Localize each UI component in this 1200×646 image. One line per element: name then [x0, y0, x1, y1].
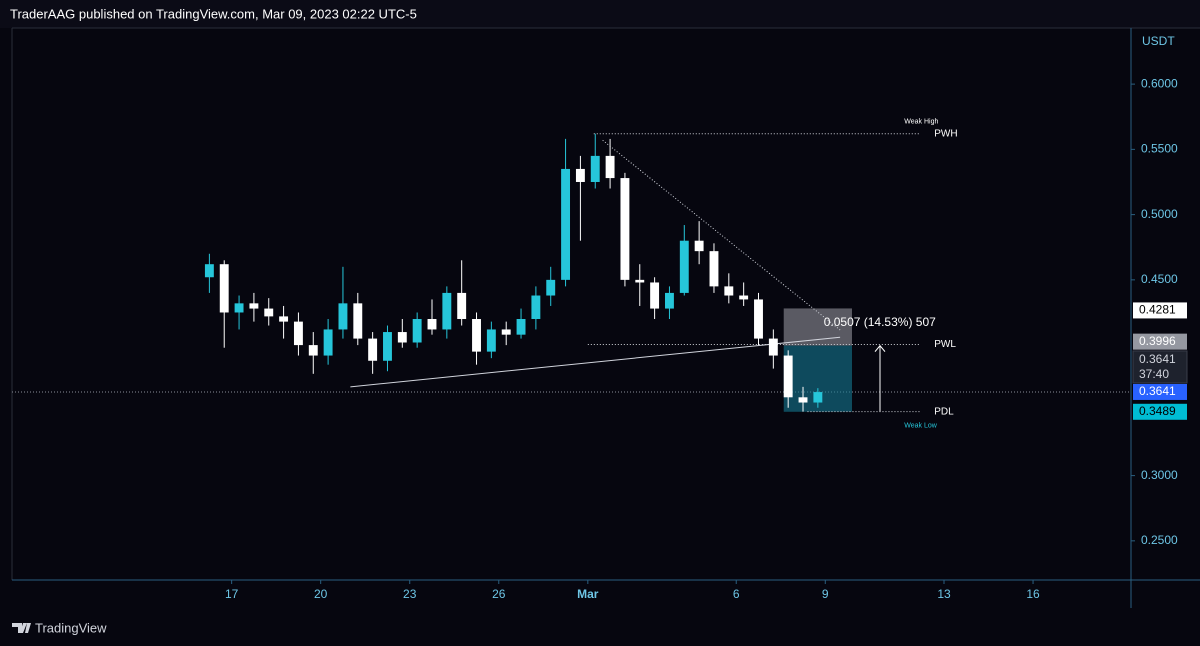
- footer: TradingView: [35, 620, 107, 635]
- price-label: 0.3641: [1139, 352, 1176, 366]
- candle-body: [219, 264, 229, 313]
- price-label: 0.3641: [1139, 384, 1176, 398]
- candle-body: [694, 240, 704, 252]
- candle-body: [561, 168, 571, 280]
- trendline: [350, 336, 841, 388]
- price-label-box: [1133, 333, 1187, 350]
- candle-body: [338, 303, 348, 330]
- candle-body: [724, 286, 734, 296]
- y-tick-label: 0.4500: [1141, 272, 1178, 286]
- candle-body: [264, 308, 274, 317]
- y-tick-label: 0.2500: [1141, 533, 1178, 547]
- measure-arrow-head: [874, 344, 886, 352]
- price-label-box: [1133, 383, 1187, 400]
- candle-body: [353, 303, 363, 339]
- candle-body: [442, 292, 452, 330]
- footer-logo: [12, 623, 31, 633]
- x-tick-label: 6: [733, 587, 740, 601]
- candle-body: [798, 397, 808, 403]
- candle-body: [204, 264, 214, 278]
- candle-body: [754, 299, 763, 339]
- candle-body: [308, 345, 318, 356]
- x-tick-label: 13: [937, 587, 951, 601]
- candle-body: [739, 295, 749, 300]
- x-tick-label: Mar: [577, 587, 599, 601]
- price-label: 0.3996: [1139, 334, 1176, 348]
- candle-body: [323, 329, 333, 356]
- y-tick-label: 0.3000: [1141, 468, 1178, 482]
- level-note: Weak High: [904, 119, 938, 126]
- candle-body: [650, 282, 660, 309]
- candle-body: [768, 338, 778, 356]
- x-tick-label: 26: [492, 587, 506, 601]
- price-countdown: 37:40: [1139, 367, 1169, 381]
- price-label-box: [1133, 403, 1187, 420]
- candle-body: [679, 240, 689, 293]
- price-label-box: [1132, 350, 1188, 384]
- candle-body: [486, 329, 496, 352]
- candle-body: [368, 338, 378, 361]
- candle-body: [531, 295, 541, 320]
- candle-body: [427, 319, 437, 330]
- header-bar: [0, 0, 1200, 28]
- candle-body: [249, 303, 259, 309]
- price-label-box: [1133, 302, 1187, 319]
- currency: USDT: [1142, 34, 1175, 48]
- level-label: PDL: [934, 406, 954, 417]
- header: TraderAAG published on TradingView.com, …: [10, 6, 417, 21]
- candle-body: [234, 303, 244, 313]
- y-tick-label: 0.5000: [1141, 207, 1178, 221]
- x-tick-label: 23: [403, 587, 417, 601]
- measure-label: 0.0507 (14.53%) 507: [824, 315, 936, 329]
- candle-body: [383, 332, 392, 361]
- price-label: 0.4281: [1139, 303, 1176, 317]
- level-label: PWL: [934, 339, 956, 350]
- candle-body: [457, 292, 467, 320]
- candle-body: [412, 319, 422, 343]
- candle-body: [605, 155, 615, 179]
- level-note: Weak Low: [904, 423, 937, 430]
- candle-body: [783, 355, 793, 398]
- candle-body: [664, 292, 674, 309]
- x-tick-label: 9: [822, 587, 829, 601]
- candle-body: [279, 316, 289, 322]
- y-tick-label: 0.6000: [1141, 76, 1178, 90]
- candle-body: [635, 279, 645, 283]
- candle-body: [813, 392, 823, 403]
- price-label: 0.3489: [1139, 404, 1176, 418]
- candle-body: [575, 168, 585, 182]
- y-tick-label: 0.5500: [1141, 142, 1178, 156]
- candle-body: [546, 279, 556, 296]
- x-tick-label: 20: [314, 587, 328, 601]
- candle-body: [620, 178, 630, 280]
- candle-body: [397, 332, 407, 343]
- candle-body: [501, 329, 511, 335]
- candle-body: [293, 321, 303, 346]
- level-label: PWH: [934, 128, 957, 139]
- x-tick-label: 17: [225, 587, 239, 601]
- candle-body: [709, 251, 719, 287]
- logo-icon: [12, 623, 31, 633]
- candle-body: [590, 155, 600, 182]
- candle-body: [516, 319, 526, 335]
- candle-body: [472, 319, 481, 352]
- x-tick-label: 16: [1026, 587, 1040, 601]
